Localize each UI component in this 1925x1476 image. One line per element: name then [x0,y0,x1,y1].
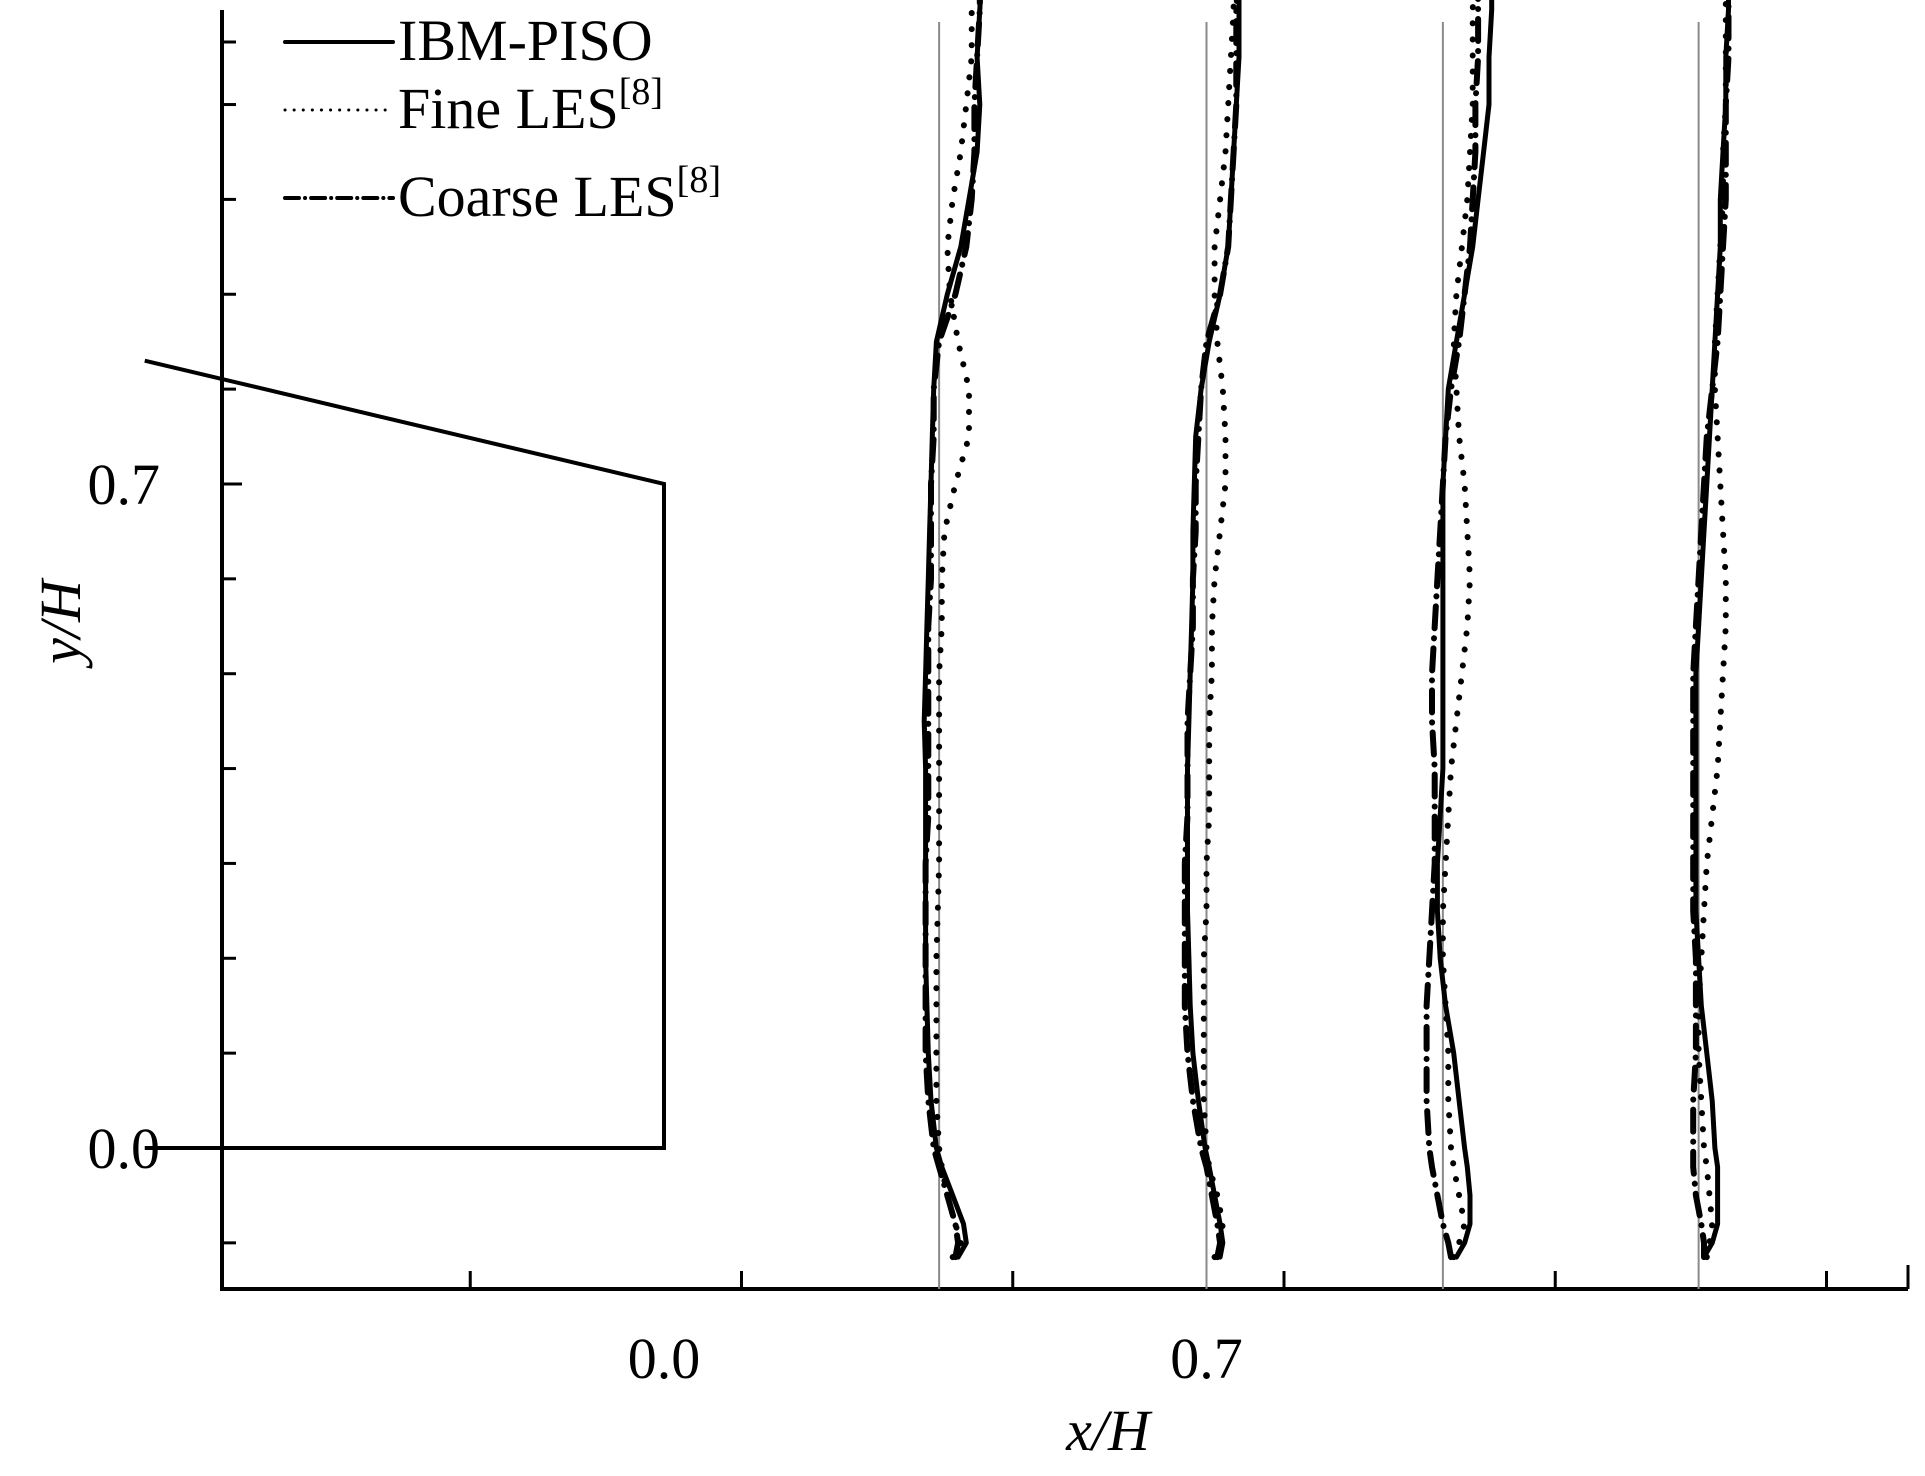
profile-dashdot [1423,0,1482,1261]
profile-dotted [1200,0,1237,1261]
body-outline-line [144,358,666,1150]
profile-dashdot [1690,0,1732,1261]
tick-labels: 0.0 0.7 0.0 0.7 [88,452,1243,1391]
profile-dashdot [1181,0,1240,1261]
body-outline [144,358,666,1150]
y-tick-label: 0.7 [88,452,161,517]
x-axis-title: x/H [1065,1398,1153,1463]
profile-dotted [1439,0,1477,1261]
x-tick-label: 0.0 [628,1326,701,1391]
legend-superscript: [8] [619,71,663,113]
legend-label: IBM-PISO [398,8,653,73]
legend-label: Fine LES[8] [398,71,663,141]
legend-label: Coarse LES[8] [398,159,721,229]
x-tick-label: 0.7 [1170,1326,1243,1391]
legend-superscript: [8] [677,159,721,201]
chart-axes [220,10,1910,1291]
y-axis-title: y/H [28,577,93,669]
velocity-profiles [921,0,1732,1261]
profile-dashdot [922,0,983,1261]
y-tick-label: 0.0 [88,1116,161,1181]
profile-dotted [1695,0,1729,1261]
profile-dotted [933,0,976,1261]
profile-solid [1434,0,1495,1260]
